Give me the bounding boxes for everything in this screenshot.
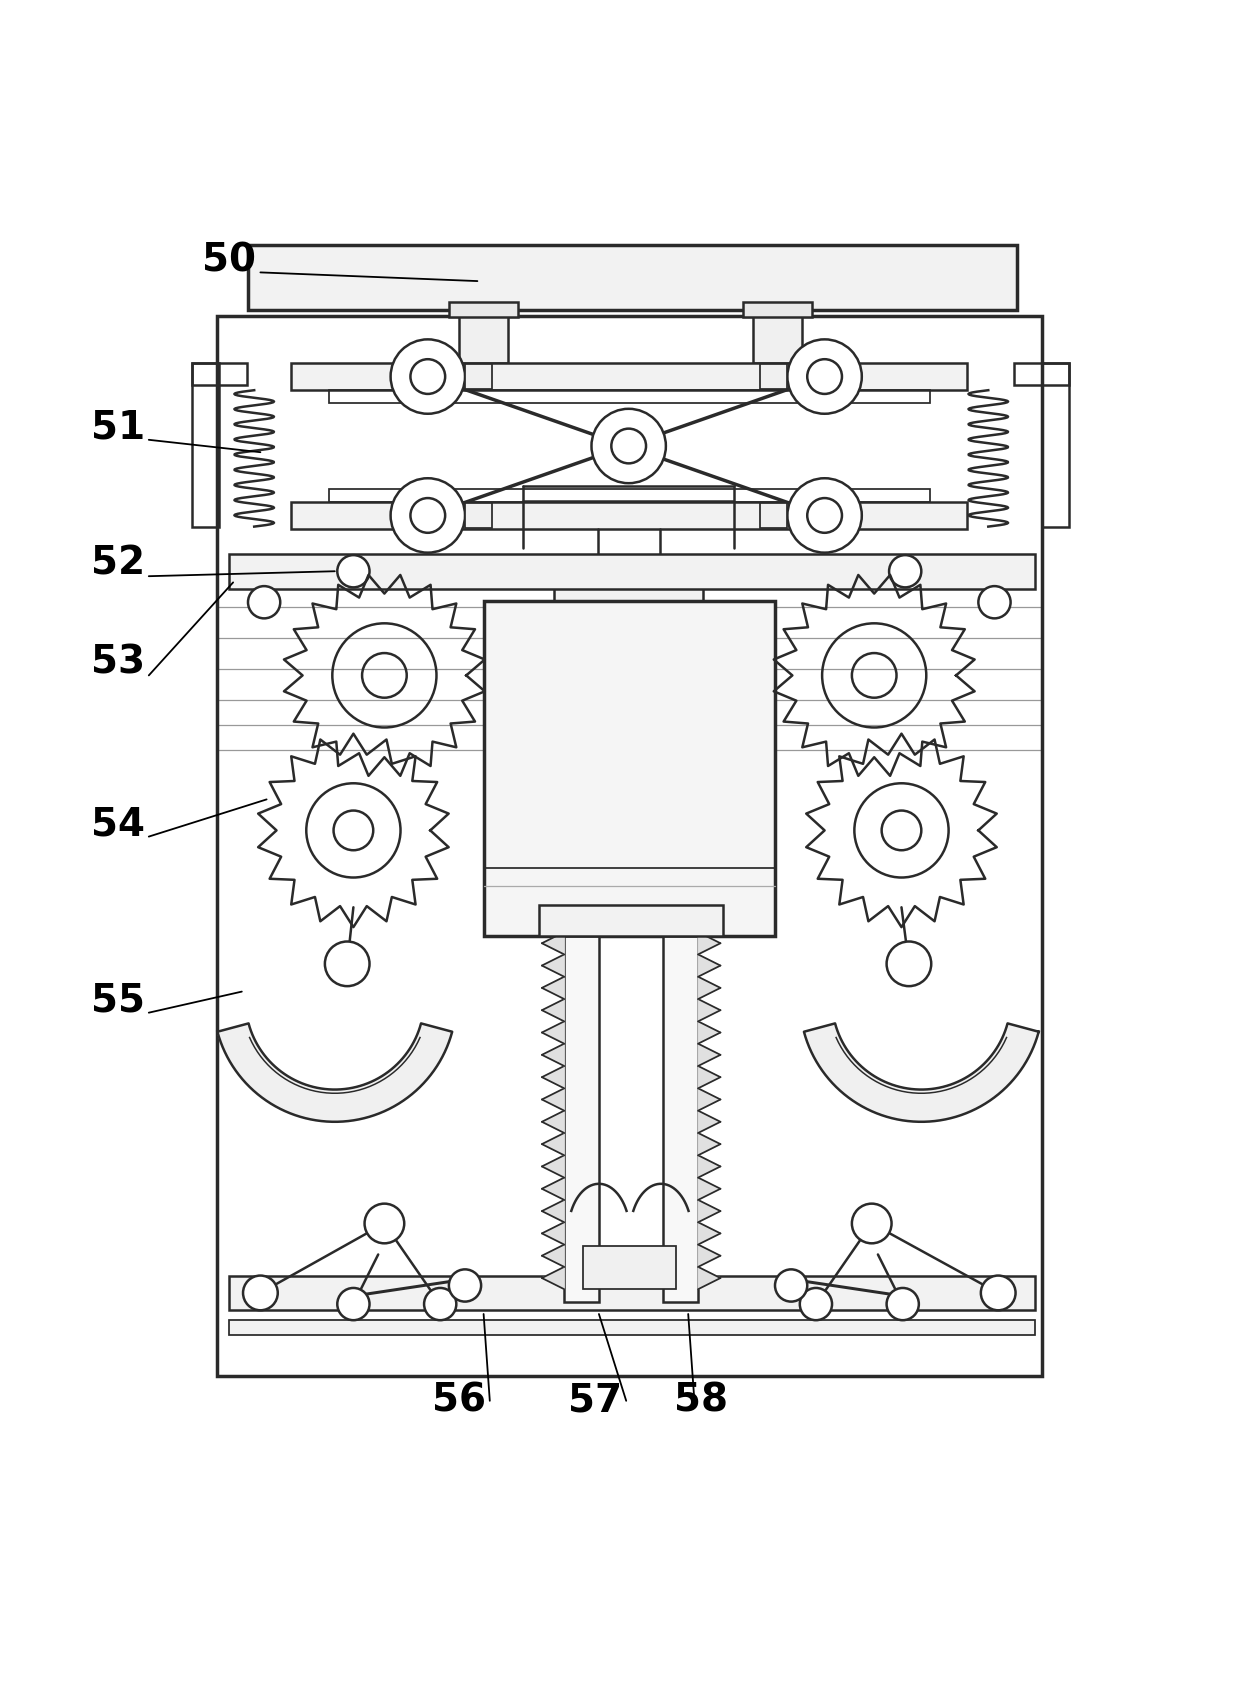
Bar bbox=[248, 245, 1017, 309]
Bar bbox=[329, 489, 930, 503]
Polygon shape bbox=[542, 1088, 564, 1110]
Polygon shape bbox=[804, 1024, 1039, 1122]
Bar bbox=[459, 309, 508, 363]
Circle shape bbox=[391, 479, 465, 552]
Bar bbox=[760, 503, 787, 528]
Circle shape bbox=[852, 1204, 892, 1243]
Polygon shape bbox=[542, 976, 564, 998]
Bar bbox=[217, 316, 1042, 1375]
Bar bbox=[291, 503, 967, 530]
Circle shape bbox=[611, 428, 646, 464]
Polygon shape bbox=[542, 1178, 564, 1200]
Circle shape bbox=[981, 1275, 1016, 1311]
Bar bbox=[192, 363, 219, 526]
Bar bbox=[760, 363, 787, 389]
Polygon shape bbox=[698, 1155, 720, 1178]
Polygon shape bbox=[542, 1066, 564, 1088]
Polygon shape bbox=[217, 1024, 453, 1122]
Polygon shape bbox=[542, 1110, 564, 1133]
Bar bbox=[291, 363, 967, 391]
Polygon shape bbox=[698, 1267, 720, 1289]
Circle shape bbox=[591, 409, 666, 484]
Circle shape bbox=[787, 479, 862, 552]
Polygon shape bbox=[698, 1044, 720, 1066]
Circle shape bbox=[248, 586, 280, 618]
Circle shape bbox=[337, 1289, 370, 1321]
Bar bbox=[192, 363, 247, 385]
Circle shape bbox=[391, 340, 465, 414]
Text: 52: 52 bbox=[91, 545, 145, 582]
Polygon shape bbox=[542, 1267, 564, 1289]
Polygon shape bbox=[698, 932, 720, 954]
Text: 56: 56 bbox=[432, 1382, 486, 1420]
Polygon shape bbox=[542, 1044, 564, 1066]
Bar bbox=[663, 936, 698, 1302]
Circle shape bbox=[787, 340, 862, 414]
Circle shape bbox=[325, 941, 370, 987]
Circle shape bbox=[807, 360, 842, 394]
Polygon shape bbox=[542, 1155, 564, 1178]
Polygon shape bbox=[542, 998, 564, 1022]
Circle shape bbox=[410, 498, 445, 533]
Polygon shape bbox=[542, 1245, 564, 1267]
Bar bbox=[229, 1275, 1035, 1311]
Polygon shape bbox=[698, 954, 720, 976]
Polygon shape bbox=[542, 1200, 564, 1223]
Polygon shape bbox=[698, 1178, 720, 1200]
Bar bbox=[1042, 363, 1069, 526]
Bar bbox=[229, 1321, 1035, 1335]
Circle shape bbox=[424, 1289, 456, 1321]
Bar bbox=[539, 905, 723, 936]
Circle shape bbox=[365, 1204, 404, 1243]
Polygon shape bbox=[698, 1133, 720, 1155]
Circle shape bbox=[243, 1275, 278, 1311]
Circle shape bbox=[337, 555, 370, 588]
Circle shape bbox=[887, 1289, 919, 1321]
Text: 50: 50 bbox=[202, 241, 257, 278]
Bar bbox=[1014, 363, 1069, 385]
Bar bbox=[229, 554, 1035, 589]
Polygon shape bbox=[698, 998, 720, 1022]
Bar bbox=[753, 309, 802, 363]
Bar bbox=[449, 302, 518, 318]
Polygon shape bbox=[542, 1133, 564, 1155]
Bar bbox=[465, 363, 492, 389]
Bar bbox=[329, 391, 930, 402]
Polygon shape bbox=[542, 1022, 564, 1044]
Polygon shape bbox=[698, 976, 720, 998]
Text: 54: 54 bbox=[91, 805, 145, 844]
Text: 55: 55 bbox=[91, 981, 145, 1019]
Bar bbox=[564, 936, 599, 1302]
Text: 58: 58 bbox=[673, 1382, 728, 1420]
Polygon shape bbox=[542, 932, 564, 954]
Circle shape bbox=[449, 1270, 481, 1302]
Polygon shape bbox=[542, 1223, 564, 1245]
Bar bbox=[743, 302, 812, 318]
Circle shape bbox=[978, 586, 1011, 618]
Circle shape bbox=[800, 1289, 832, 1321]
Bar bbox=[583, 1246, 676, 1289]
Bar bbox=[465, 503, 492, 528]
Circle shape bbox=[410, 360, 445, 394]
Polygon shape bbox=[698, 1223, 720, 1245]
Circle shape bbox=[889, 555, 921, 588]
Circle shape bbox=[807, 498, 842, 533]
Polygon shape bbox=[542, 954, 564, 976]
Text: 51: 51 bbox=[91, 409, 145, 447]
Circle shape bbox=[775, 1270, 807, 1302]
Polygon shape bbox=[698, 1066, 720, 1088]
Polygon shape bbox=[698, 1022, 720, 1044]
Bar bbox=[554, 571, 703, 616]
Text: 53: 53 bbox=[91, 644, 145, 683]
Polygon shape bbox=[698, 1088, 720, 1110]
Polygon shape bbox=[698, 1245, 720, 1267]
Text: 57: 57 bbox=[568, 1382, 622, 1420]
Circle shape bbox=[887, 941, 931, 987]
Polygon shape bbox=[698, 1200, 720, 1223]
Polygon shape bbox=[698, 1110, 720, 1133]
Bar bbox=[484, 601, 775, 936]
